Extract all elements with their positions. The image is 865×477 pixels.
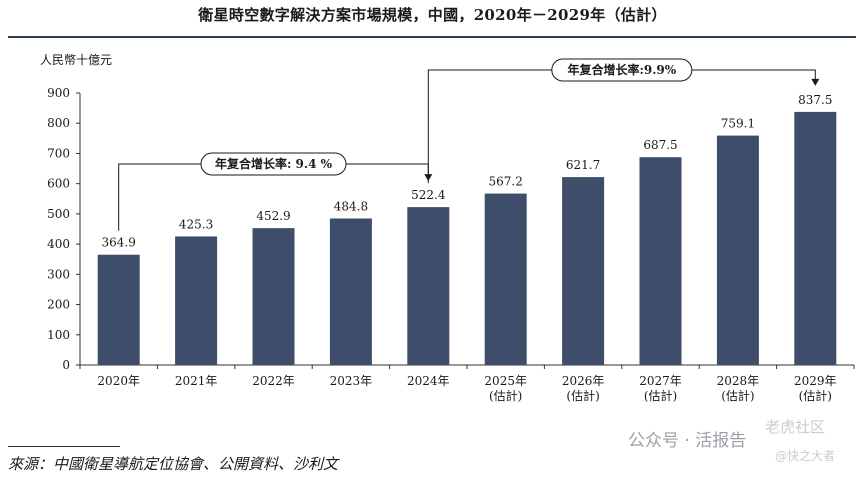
cagr-annotation-2-pill bbox=[551, 58, 693, 82]
chart-title: 衛星時空數字解決方案市場規模，中國，2020年－2029年（估計） bbox=[198, 6, 667, 24]
y-tick-label: 300 bbox=[47, 267, 70, 281]
value-label: 484.8 bbox=[334, 199, 368, 213]
category-label: 2023年 bbox=[330, 374, 373, 388]
cagr-annotation-1-pill bbox=[200, 152, 347, 176]
y-tick-label: 100 bbox=[47, 328, 70, 342]
category-label: 2022年 bbox=[252, 374, 295, 388]
category-label: (估計) bbox=[799, 388, 832, 403]
category-label: (估計) bbox=[489, 388, 522, 403]
y-tick-label: 600 bbox=[47, 177, 70, 191]
cagr-annotation-2-arrowhead bbox=[811, 78, 820, 86]
cagr-annotation-2-label: 年复合增长率:9.9% bbox=[567, 62, 676, 77]
category-label: 2021年 bbox=[175, 374, 218, 388]
category-label: 2024年 bbox=[407, 374, 450, 388]
y-axis-label: 人民幣十億元 bbox=[40, 53, 112, 67]
title-divider bbox=[8, 36, 856, 38]
watermark-tertiary: @快之大者 bbox=[775, 449, 836, 463]
value-label: 364.9 bbox=[102, 236, 136, 250]
value-label: 621.7 bbox=[566, 158, 600, 172]
bar bbox=[639, 157, 682, 365]
cagr-annotation-1-label: 年复合增长率: 9.4 % bbox=[215, 156, 333, 171]
category-label: (估計) bbox=[566, 388, 599, 403]
watermark-secondary: 老虎社区 bbox=[765, 418, 826, 436]
bar bbox=[716, 135, 759, 365]
value-label: 837.5 bbox=[798, 93, 832, 107]
y-tick-label: 800 bbox=[47, 116, 70, 130]
category-label: 2027年 bbox=[639, 374, 682, 388]
source-divider bbox=[8, 446, 120, 447]
source-note: 來源：中國衛星導航定位協會、公開資料、沙利文 bbox=[8, 455, 339, 473]
category-label: 2028年 bbox=[717, 374, 760, 388]
value-label: 425.3 bbox=[179, 217, 213, 231]
value-label: 452.9 bbox=[256, 209, 290, 223]
bar bbox=[794, 111, 837, 365]
watermark: 公众号 · 活报告 bbox=[628, 431, 747, 451]
category-label: (估計) bbox=[721, 388, 754, 403]
bar bbox=[97, 254, 140, 365]
y-tick-label: 200 bbox=[47, 298, 70, 312]
category-label: (估計) bbox=[644, 388, 677, 403]
category-label: 2026年 bbox=[562, 374, 605, 388]
bar bbox=[562, 177, 605, 365]
category-label: 2025年 bbox=[484, 374, 527, 388]
y-tick-label: 700 bbox=[47, 146, 70, 160]
value-label: 522.4 bbox=[411, 188, 446, 202]
bar bbox=[407, 207, 450, 365]
y-tick-label: 500 bbox=[47, 207, 70, 221]
bar-chart: 人民幣十億元 0 100 200 300 400 500 600 700 800 900 364.9 2… bbox=[40, 53, 855, 403]
category-label: 2020年 bbox=[97, 374, 140, 388]
y-tick-label: 900 bbox=[47, 86, 70, 100]
bar bbox=[175, 236, 218, 365]
bar bbox=[329, 218, 372, 365]
value-label: 687.5 bbox=[643, 138, 677, 152]
y-tick-label: 400 bbox=[47, 237, 70, 251]
value-label: 567.2 bbox=[489, 175, 523, 189]
y-tick-label: 0 bbox=[62, 358, 70, 372]
bar bbox=[252, 228, 295, 365]
value-label: 759.1 bbox=[721, 117, 755, 131]
bar bbox=[484, 193, 527, 365]
category-label: 2029年 bbox=[794, 374, 837, 388]
